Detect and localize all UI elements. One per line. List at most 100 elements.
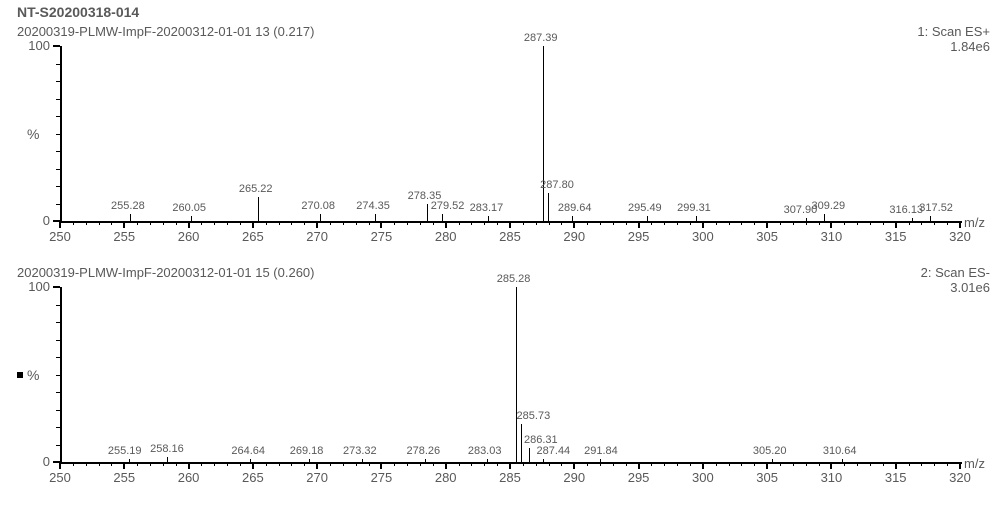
ms-peak — [427, 204, 428, 222]
panel2-scan-mode: 2: Scan ES- — [921, 265, 990, 280]
ms-peak — [543, 459, 544, 463]
plot-area — [60, 287, 962, 464]
xtick-label: 295 — [628, 229, 650, 244]
xtick-label: 260 — [178, 470, 200, 485]
panel2-mass-spectrum: 0100%25025526026527027528028529029530030… — [60, 287, 960, 462]
xtick-label: 305 — [756, 470, 778, 485]
ms-peak-label: 287.80 — [540, 179, 574, 191]
ms-peak — [529, 448, 530, 462]
ms-peak — [647, 216, 648, 221]
panel1-sample-label: 20200319-PLMW-ImpF-20200312-01-01 13 (0.… — [17, 24, 315, 39]
ms-peak-label: 299.31 — [677, 202, 711, 214]
ms-peak-label: 295.49 — [628, 202, 662, 214]
ms-peak-label: 283.03 — [468, 445, 502, 457]
ms-peak-label: 317.52 — [919, 202, 953, 214]
x-axis-label: m/z — [964, 456, 985, 471]
xtick-label: 280 — [435, 470, 457, 485]
ms-peak-label: 278.26 — [407, 445, 441, 457]
ms-peak-label: 309.29 — [811, 200, 845, 212]
ms-peak — [309, 459, 310, 463]
ms-peak — [548, 193, 549, 221]
ms-peak — [320, 214, 321, 221]
xtick-label: 300 — [692, 229, 714, 244]
ytick-label: 0 — [20, 213, 50, 228]
xtick-label: 265 — [242, 229, 264, 244]
xtick-label: 265 — [242, 470, 264, 485]
xtick-label: 255 — [113, 229, 135, 244]
ms-peak-label: 285.28 — [497, 273, 531, 285]
xtick-label: 320 — [949, 229, 971, 244]
plot-area — [60, 46, 962, 223]
xtick-label: 310 — [821, 229, 843, 244]
ms-peak — [488, 216, 489, 221]
ms-peak — [258, 197, 259, 222]
ms-peak — [442, 214, 443, 221]
xtick-label: 320 — [949, 470, 971, 485]
ms-peak — [130, 214, 131, 221]
ms-peak — [912, 218, 913, 222]
ms-peak — [167, 457, 168, 462]
ms-peak-label: 287.39 — [524, 32, 558, 44]
ytick-label: 100 — [20, 279, 50, 294]
ms-peak-label: 310.64 — [823, 445, 857, 457]
ms-peak — [842, 459, 843, 463]
y-axis-label: % — [27, 367, 39, 383]
ms-peak-label: 273.32 — [343, 445, 377, 457]
xtick-label: 305 — [756, 229, 778, 244]
xtick-label: 315 — [885, 470, 907, 485]
ms-peak-label: 260.05 — [172, 202, 206, 214]
ms-peak — [543, 46, 544, 221]
ms-peak-label: 274.35 — [356, 200, 390, 212]
ms-peak — [425, 459, 426, 463]
xtick-label: 295 — [628, 470, 650, 485]
ms-peak-label: 291.84 — [584, 445, 618, 457]
panel1-scan-mode: 1: Scan ES+ — [917, 24, 990, 39]
ms-peak — [521, 424, 522, 463]
ms-peak-label: 289.64 — [558, 202, 592, 214]
ms-peak — [824, 214, 825, 221]
ms-peak-label: 264.64 — [231, 445, 265, 457]
xtick-label: 290 — [563, 470, 585, 485]
ms-peak-label: 270.08 — [301, 200, 335, 212]
ms-peak — [772, 459, 773, 463]
xtick-label: 275 — [371, 470, 393, 485]
ms-peak — [375, 214, 376, 221]
y-axis-label: % — [27, 126, 39, 142]
xtick-label: 290 — [563, 229, 585, 244]
ms-peak — [362, 459, 363, 463]
xtick-label: 300 — [692, 470, 714, 485]
xtick-label: 285 — [499, 470, 521, 485]
ms-peak-label: 287.44 — [537, 445, 571, 457]
ms-peak — [129, 459, 130, 463]
ms-peak — [516, 287, 517, 462]
xtick-label: 285 — [499, 229, 521, 244]
xtick-label: 270 — [306, 470, 328, 485]
xtick-label: 310 — [821, 470, 843, 485]
xtick-label: 270 — [306, 229, 328, 244]
ms-peak-label: 283.17 — [470, 202, 504, 214]
xtick-label: 315 — [885, 229, 907, 244]
ms-peak-label: 265.22 — [239, 183, 273, 195]
ms-peak-label: 258.16 — [150, 443, 184, 455]
ytick-label: 100 — [20, 38, 50, 53]
panel2-sample-label: 20200319-PLMW-ImpF-20200312-01-01 15 (0.… — [17, 265, 315, 280]
xtick-label: 250 — [49, 470, 71, 485]
xtick-label: 275 — [371, 229, 393, 244]
ms-peak-label: 255.28 — [111, 200, 145, 212]
panel2-marker — [17, 372, 23, 378]
report-title: NT-S20200318-014 — [17, 4, 139, 20]
x-axis-label: m/z — [964, 215, 985, 230]
ms-peak — [696, 216, 697, 221]
ms-peak-label: 269.18 — [290, 445, 324, 457]
ytick-label: 0 — [20, 454, 50, 469]
xtick-label: 280 — [435, 229, 457, 244]
xtick-label: 255 — [113, 470, 135, 485]
xtick-label: 260 — [178, 229, 200, 244]
ms-peak-label: 279.52 — [431, 200, 465, 212]
ms-peak — [930, 216, 931, 221]
ms-peak-label: 316.13 — [889, 204, 923, 216]
ms-peak — [487, 459, 488, 463]
ms-peak-label: 285.73 — [517, 410, 551, 422]
ms-peak — [191, 216, 192, 221]
panel1-mass-spectrum: 0100%25025526026527027528028529029530030… — [60, 46, 960, 221]
